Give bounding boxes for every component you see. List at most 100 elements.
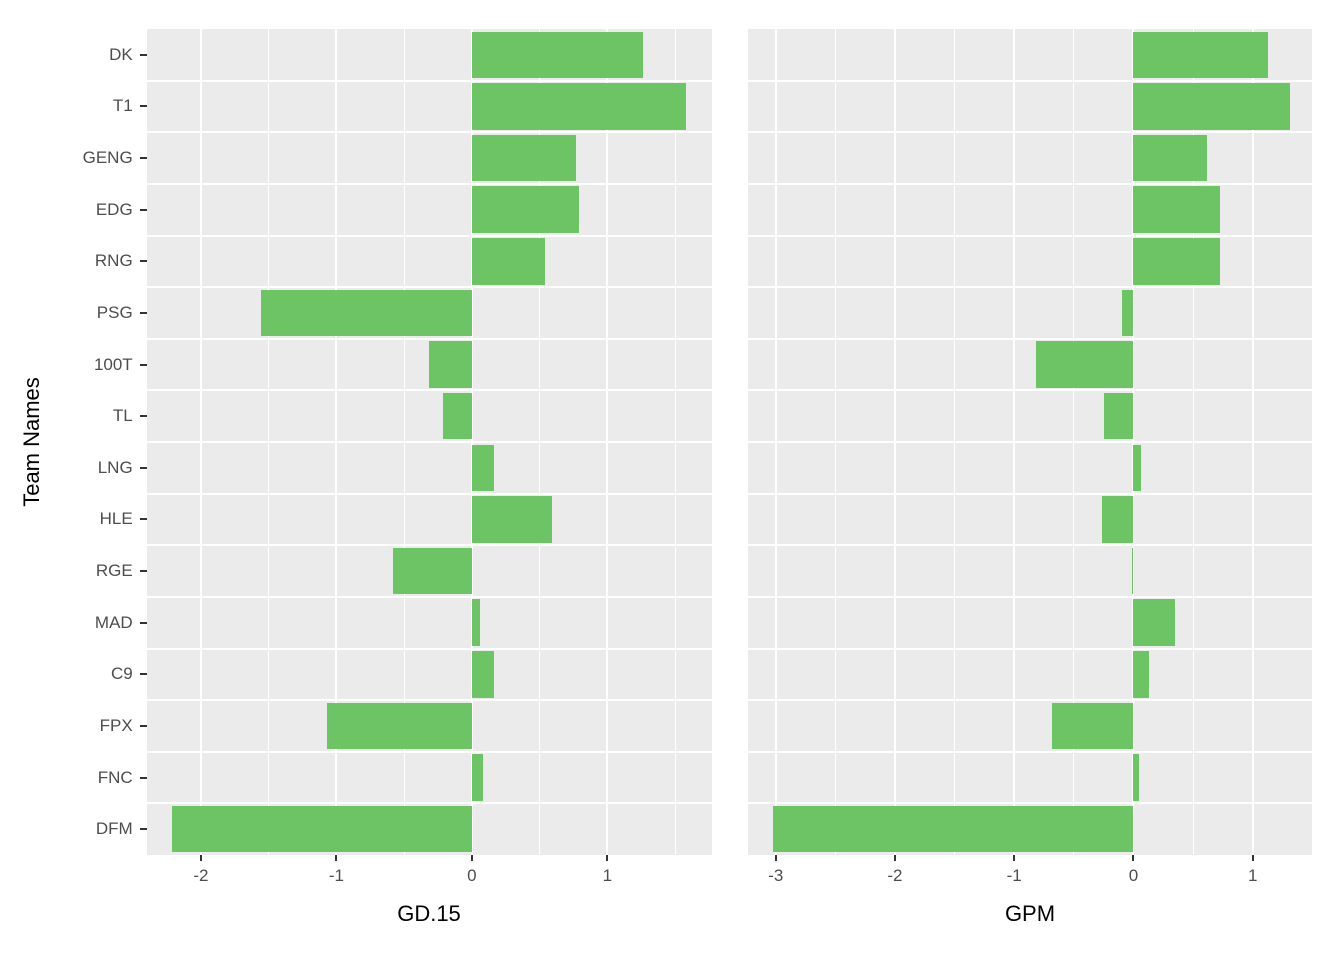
bar-dfm (773, 805, 1134, 853)
y-tick-mark (139, 157, 147, 160)
bar-edg (471, 186, 579, 233)
bar-dk (1133, 31, 1269, 79)
x-tick-label: 1 (602, 866, 613, 885)
gridline-row (748, 595, 1313, 598)
y-axis-label: PSG (96, 302, 133, 322)
gridline-row (748, 182, 1313, 185)
gridline-row (146, 750, 712, 753)
bar-tl (1103, 392, 1134, 440)
bar-mad (1133, 599, 1176, 646)
x-tick-label: 1 (1247, 866, 1258, 885)
y-axis-label: GENG (82, 148, 133, 168)
bar-fnc (471, 754, 483, 801)
bar-rge (1132, 547, 1134, 595)
gridline-row (146, 389, 712, 392)
gridline-row (748, 337, 1313, 340)
bar-dfm (172, 805, 472, 853)
gridline-row (146, 182, 712, 185)
gridline-row (748, 286, 1313, 289)
gridline-row (146, 492, 712, 495)
bar-100t (428, 341, 472, 388)
panel-gd15 (146, 29, 712, 855)
bar-c9 (1133, 651, 1149, 698)
y-tick-mark (139, 673, 147, 676)
x-tick-label: -1 (1006, 866, 1022, 885)
gridline-row (146, 441, 712, 443)
gridline-row (146, 544, 712, 547)
bar-psg (1121, 289, 1134, 337)
bar-rge (393, 547, 472, 595)
y-axis-label: MAD (94, 612, 133, 632)
gridline-row (748, 647, 1313, 650)
x-tick-mark (1132, 855, 1135, 861)
gridline-row (748, 544, 1313, 547)
gridline-row (146, 699, 712, 702)
y-axis-label: FNC (97, 767, 133, 787)
x-tick-label: -2 (193, 866, 209, 885)
gridline-minor (1311, 29, 1313, 855)
y-axis-label: RNG (94, 251, 133, 271)
y-axis-title: Team Names (19, 377, 44, 507)
y-tick-mark (139, 776, 147, 779)
bar-100t (1035, 341, 1134, 388)
bar-geng (471, 134, 577, 182)
y-axis-label: DFM (95, 819, 133, 839)
gridline-row (748, 131, 1313, 134)
bar-c9 (471, 651, 494, 698)
gridline-row (146, 286, 712, 289)
x-tick-mark (470, 855, 473, 861)
y-tick-mark (139, 466, 147, 469)
y-tick-mark (139, 311, 147, 314)
y-axis-label: HLE (99, 509, 133, 529)
x-tick-mark (606, 855, 609, 861)
y-tick-mark (139, 518, 147, 521)
bar-psg (260, 289, 472, 337)
bar-hle (1102, 496, 1134, 543)
y-tick-mark (139, 208, 147, 211)
y-tick-mark (139, 570, 147, 573)
gridline-row (748, 234, 1313, 237)
gridline-row (748, 802, 1313, 805)
x-tick-label: -3 (768, 866, 784, 885)
x-tick-mark (199, 855, 202, 861)
x-tick-label: 0 (467, 866, 477, 885)
y-axis-label: TL (112, 406, 133, 426)
gridline-row (748, 79, 1313, 82)
bar-tl (443, 392, 472, 440)
gridline-row (146, 131, 712, 134)
gridline-row (748, 750, 1313, 753)
y-axis-label: FPX (99, 715, 133, 735)
bar-fpx (326, 702, 472, 750)
gridline-row (146, 337, 712, 340)
bar-geng (1133, 134, 1208, 182)
bar-rng (1133, 238, 1221, 285)
bar-fpx (1052, 702, 1134, 750)
bar-mad (471, 599, 480, 646)
y-tick-mark (139, 53, 147, 56)
y-axis-label: EDG (95, 199, 133, 219)
x-axis-title-gd15: GD.15 (397, 901, 461, 926)
y-axis-label: RGE (95, 561, 133, 581)
y-tick-mark (139, 828, 147, 831)
y-axis-label: 100T (93, 354, 133, 374)
gridline-row (146, 802, 712, 805)
x-tick-mark (774, 855, 777, 861)
bar-fnc (1133, 754, 1140, 801)
y-tick-mark (139, 363, 147, 366)
x-tick-label: 0 (1128, 866, 1139, 885)
gridline-row (146, 79, 712, 82)
gridline-row (748, 389, 1313, 392)
panel-gpm (748, 29, 1313, 855)
x-tick-mark (1013, 855, 1016, 861)
x-axis-title-gpm: GPM (1004, 901, 1056, 926)
bar-lng (1133, 444, 1141, 492)
gridline-row (748, 441, 1313, 443)
y-axis-label: T1 (112, 96, 133, 116)
bar-dk (471, 31, 643, 79)
x-tick-label: -1 (328, 866, 344, 885)
gridline-row (146, 234, 712, 237)
gridline-row (748, 492, 1313, 495)
y-tick-mark (139, 105, 147, 108)
y-axis-label: DK (109, 44, 133, 64)
